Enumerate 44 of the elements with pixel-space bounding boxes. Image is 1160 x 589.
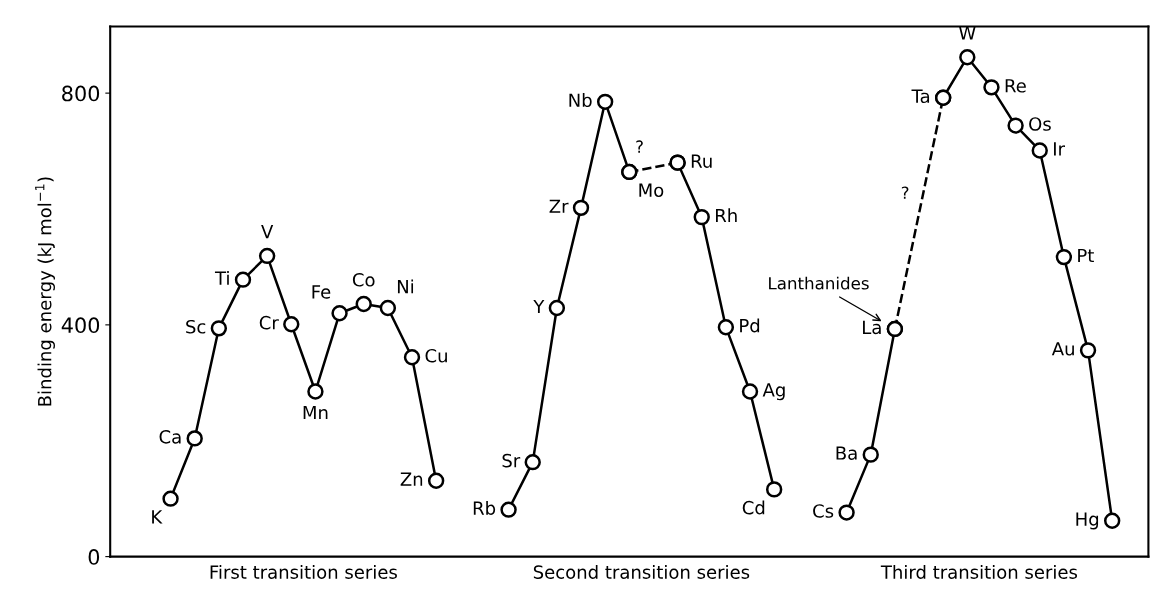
y-tick-label: 0 — [88, 549, 100, 565]
data-label: Cu — [425, 348, 447, 363]
text: Third transition series — [880, 564, 1078, 579]
data-label: K — [152, 510, 163, 524]
data-label: Y — [533, 299, 545, 314]
data-label: Ca — [159, 430, 181, 444]
data-label: Cr — [259, 315, 279, 330]
data-label: Zr — [549, 199, 569, 213]
data-label: Ti — [214, 270, 229, 285]
data-label: Ni — [397, 279, 414, 294]
data-label: Pd — [740, 318, 760, 333]
data-label: Fe — [312, 285, 331, 299]
data-label: Sr — [502, 453, 521, 468]
text: First transition series — [210, 564, 397, 579]
data-label: Ru — [691, 154, 712, 168]
annotation: ? — [636, 140, 643, 153]
annotation: Lanthanides — [769, 276, 869, 290]
data-label: Ta — [911, 89, 930, 103]
data-label: Au — [1051, 342, 1074, 356]
data-label: Mo — [639, 183, 664, 198]
text: Second transition series — [533, 564, 750, 579]
data-label: Cd — [742, 500, 765, 515]
data-label: Rh — [716, 208, 737, 223]
data-label: Os — [1029, 117, 1051, 131]
data-label: Ag — [762, 383, 785, 401]
y-tick-label: 800 — [62, 85, 100, 102]
data-label: Co — [352, 272, 375, 287]
data-label: W — [958, 26, 976, 40]
data-label: Cs — [813, 504, 834, 518]
data-label: Rb — [473, 500, 496, 515]
data-label: Nb — [569, 93, 592, 108]
y-axis-title: Binding energy (kJ mol$^{−1}$) — [35, 177, 55, 406]
data-label: Mn — [303, 405, 328, 420]
data-label: Ir — [1054, 142, 1065, 156]
data-label: Re — [1005, 79, 1026, 93]
data-label: Zn — [400, 472, 423, 486]
annotation: ? — [901, 186, 909, 199]
data-label: Ba — [836, 446, 857, 460]
data-label: Sc — [186, 319, 206, 334]
data-label: La — [863, 320, 881, 335]
data-label: Pt — [1078, 248, 1094, 263]
data-label: Hg — [1076, 512, 1099, 530]
y-tick-label: 400 — [61, 317, 100, 334]
data-label: V — [261, 225, 274, 239]
